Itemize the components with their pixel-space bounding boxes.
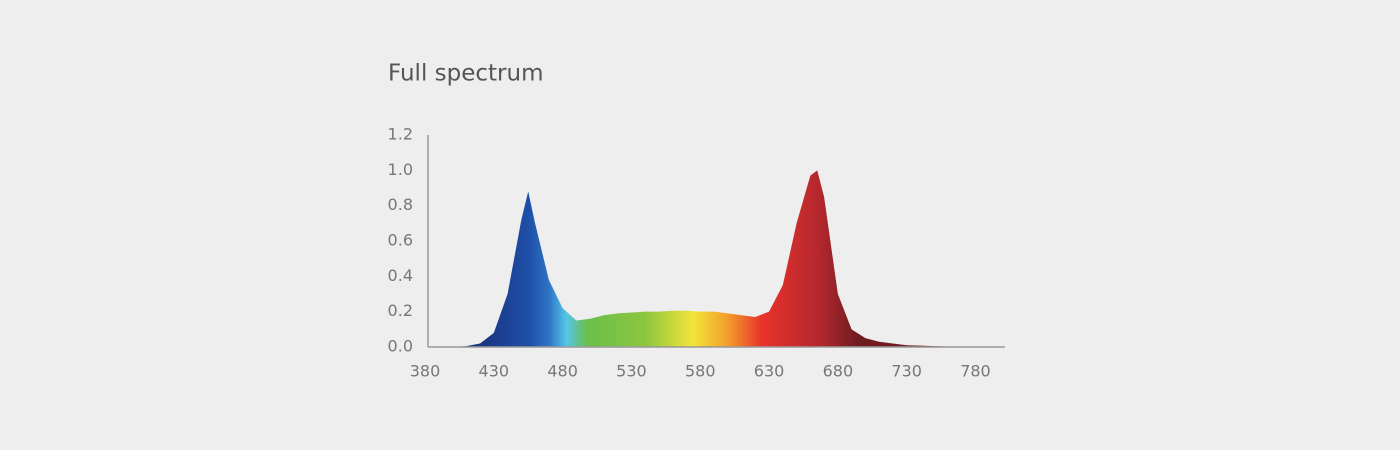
y-tick-label: 0.2 bbox=[388, 301, 413, 320]
spectrum-area bbox=[425, 170, 1003, 347]
x-tick-label: 580 bbox=[685, 362, 716, 381]
x-tick-label: 630 bbox=[754, 362, 785, 381]
x-tick-label: 430 bbox=[479, 362, 510, 381]
x-tick-label: 480 bbox=[547, 362, 578, 381]
y-tick-label: 0.0 bbox=[388, 337, 413, 356]
y-tick-label: 0.4 bbox=[388, 266, 413, 285]
y-tick-label: 0.6 bbox=[388, 231, 413, 250]
x-tick-label: 380 bbox=[410, 362, 441, 381]
x-tick-label: 530 bbox=[616, 362, 647, 381]
x-tick-label: 680 bbox=[823, 362, 854, 381]
y-tick-label: 0.8 bbox=[388, 195, 413, 214]
x-tick-label: 730 bbox=[891, 362, 922, 381]
y-tick-label: 1.0 bbox=[388, 160, 413, 179]
x-tick-label: 780 bbox=[960, 362, 991, 381]
y-tick-label: 1.2 bbox=[388, 125, 413, 144]
chart-title: Full spectrum bbox=[388, 61, 543, 87]
